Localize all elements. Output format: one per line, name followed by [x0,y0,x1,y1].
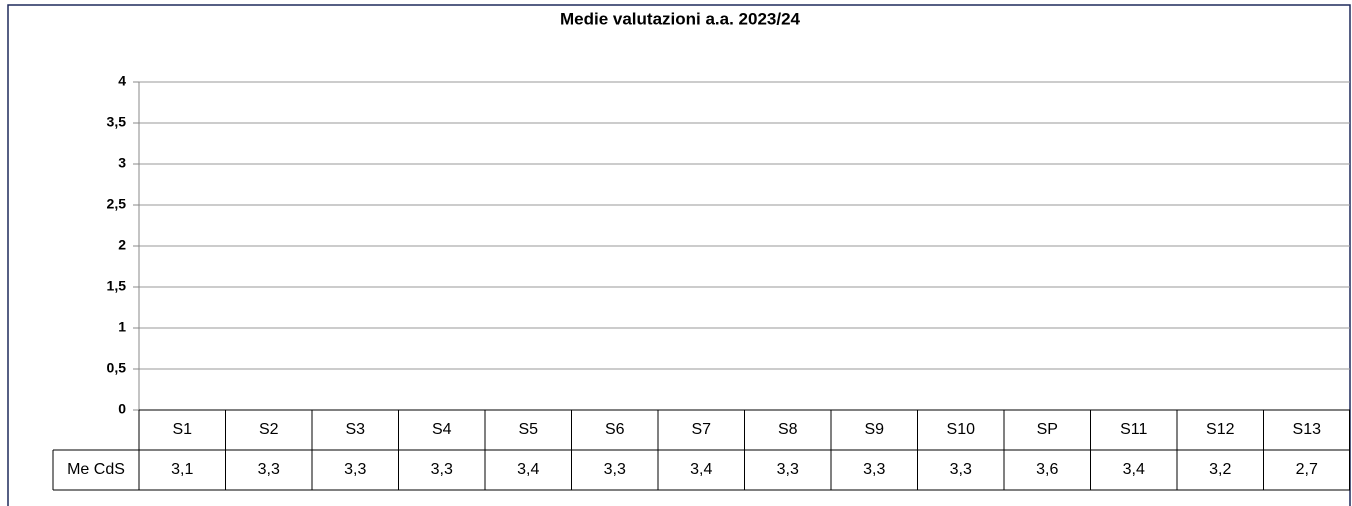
x-tick-label: S2 [259,421,279,438]
y-tick-label: 2 [118,237,126,253]
bar [1281,189,1333,410]
x-tick-label: S13 [1293,421,1322,438]
chart-title: Medie valutazioni a.a. 2023/24 [560,9,801,28]
value-label: 3,3 [863,461,885,478]
value-label: 3,2 [1209,461,1231,478]
bar [1194,148,1246,410]
y-tick-label: 2,5 [107,196,127,212]
y-tick-label: 3,5 [107,114,127,130]
x-tick-label: S10 [947,421,976,438]
x-tick-label: S4 [432,421,452,438]
y-tick-label: 1 [118,319,126,335]
value-label: 2,7 [1296,461,1318,478]
frame [7,4,1351,506]
x-tick-label: S3 [345,421,365,438]
value-label: 3,1 [171,461,193,478]
legend-label: Me CdS [67,461,125,478]
y-tick-label: 3 [118,155,126,171]
y-tick-label: 1,5 [107,278,127,294]
x-tick-label: SP [1037,421,1058,438]
value-label: 3,3 [258,461,280,478]
value-label: 3,3 [344,461,366,478]
x-tick-label: S6 [605,421,625,438]
bar [675,131,727,410]
value-label: 3,3 [431,461,453,478]
y-tick-label: 0,5 [107,360,127,376]
bar [1108,131,1160,410]
value-label: 3,3 [777,461,799,478]
x-tick-label: S9 [864,421,884,438]
value-label: 3,3 [604,461,626,478]
bar [502,131,554,410]
bar [156,156,208,410]
x-tick-label: S11 [1120,421,1147,438]
x-tick-label: S7 [691,421,711,438]
value-label: 3,6 [1036,461,1058,478]
x-tick-label: S5 [518,421,538,438]
bar [1021,115,1073,410]
y-tick-label: 0 [118,401,126,417]
value-label: 3,4 [517,461,539,478]
value-label: 3,4 [1123,461,1145,478]
value-label: 3,4 [690,461,712,478]
y-tick-label: 4 [118,73,126,89]
x-tick-label: S12 [1206,421,1235,438]
value-label: 3,3 [950,461,972,478]
x-tick-label: S8 [778,421,798,438]
x-tick-label: S1 [172,421,192,438]
